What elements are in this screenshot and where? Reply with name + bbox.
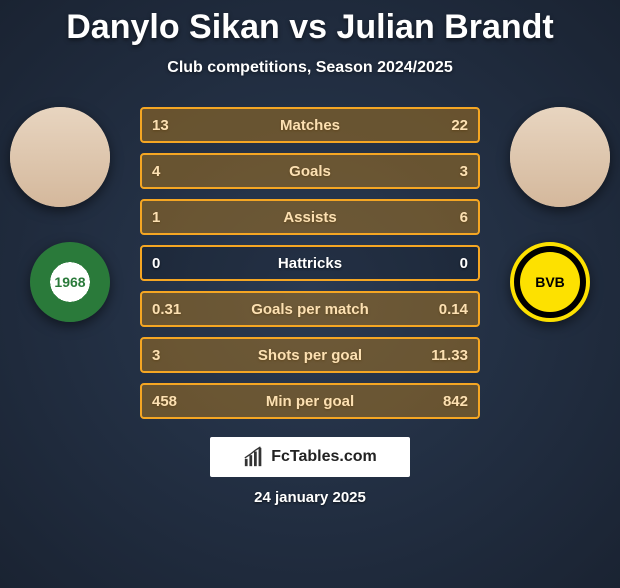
stat-fill-right bbox=[213, 339, 478, 371]
stat-fill-right bbox=[189, 201, 478, 233]
stats-table: 13Matches22 4Goals3 1Assists6 0Hattricks0 0.… bbox=[140, 107, 480, 419]
brand-text: FcTables.com bbox=[271, 448, 377, 466]
comparison-content: BVB 13Matches22 4Goals3 1Assists6 0Hattrick… bbox=[0, 107, 620, 419]
stat-fill-left bbox=[142, 293, 374, 325]
stat-fill-right bbox=[266, 109, 478, 141]
branding-box: FcTables.com bbox=[210, 437, 410, 477]
stat-row: 0.31Goals per match0.14 bbox=[140, 291, 480, 327]
stat-row: 458Min per goal842 bbox=[140, 383, 480, 419]
stat-row: 0Hattricks0 bbox=[140, 245, 480, 281]
stat-fill-right bbox=[374, 293, 478, 325]
stat-fill-right bbox=[334, 155, 478, 187]
stat-label: Hattricks bbox=[202, 255, 418, 272]
player-left-face bbox=[10, 107, 110, 207]
stat-fill-left bbox=[142, 385, 260, 417]
stat-fill-left bbox=[142, 155, 334, 187]
date-text: 24 january 2025 bbox=[0, 489, 620, 506]
stat-fill-left bbox=[142, 109, 266, 141]
bvb-badge-inner: BVB bbox=[520, 252, 580, 312]
stat-fill-left bbox=[142, 339, 213, 371]
stat-fill-right bbox=[260, 385, 478, 417]
player-right-avatar bbox=[510, 107, 610, 207]
page-title: Danylo Sikan vs Julian Brandt bbox=[0, 8, 620, 47]
club-badge-right: BVB bbox=[510, 242, 590, 322]
stat-row: 1Assists6 bbox=[140, 199, 480, 235]
stat-row: 3Shots per goal11.33 bbox=[140, 337, 480, 373]
player-left-avatar bbox=[10, 107, 110, 207]
player-right-face bbox=[510, 107, 610, 207]
page-subtitle: Club competitions, Season 2024/2025 bbox=[0, 59, 620, 77]
club-badge-left bbox=[30, 242, 110, 322]
chart-icon bbox=[243, 446, 265, 468]
stat-value-right: 0 bbox=[418, 255, 478, 272]
stat-fill-left bbox=[142, 201, 189, 233]
stat-row: 4Goals3 bbox=[140, 153, 480, 189]
stat-value-left: 0 bbox=[142, 255, 202, 272]
stat-row: 13Matches22 bbox=[140, 107, 480, 143]
